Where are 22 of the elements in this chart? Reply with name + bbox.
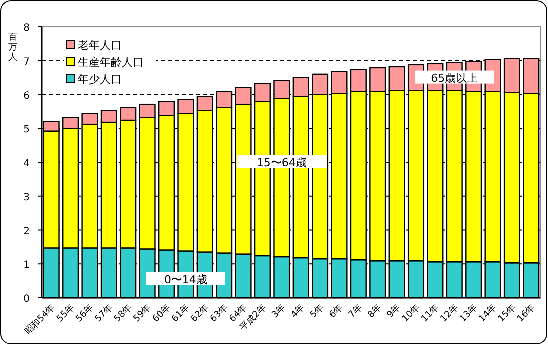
y-tick-label: 5 <box>24 124 30 136</box>
legend-label: 年少人口 <box>78 73 122 86</box>
annotation: 0〜14歳 <box>164 273 208 286</box>
x-tick-label: 6年 <box>327 302 346 321</box>
y-tick-label: 7 <box>24 56 30 68</box>
y-tick-label: 6 <box>24 90 30 102</box>
x-tick-label: 5年 <box>308 302 326 321</box>
x-tick-label: 7年 <box>346 302 365 321</box>
x-tick-label: 8年 <box>366 302 384 321</box>
x-tick-label: 4年 <box>289 302 308 321</box>
legend-label: 生産年齢人口 <box>78 56 144 69</box>
y-axis-title: 百万人 <box>8 33 18 63</box>
x-tick-label: 3年 <box>270 302 288 321</box>
y-tick-label: 8 <box>24 23 30 34</box>
annotation: 65歳以上 <box>431 72 478 85</box>
y-tick-label: 1 <box>24 260 30 272</box>
annotation: 15〜64歳 <box>256 156 307 170</box>
y-tick-label: 2 <box>24 226 30 238</box>
y-tick-label: 3 <box>24 192 30 204</box>
y-tick-label: 0 <box>24 294 30 305</box>
y-tick-label: 4 <box>24 158 30 170</box>
legend-label: 老年人口 <box>78 39 122 52</box>
